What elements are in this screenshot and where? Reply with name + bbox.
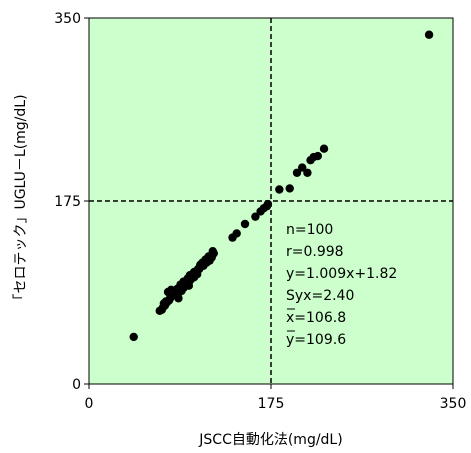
stat-r: r=0.998: [286, 244, 344, 260]
y-tick-label: 0: [72, 377, 81, 393]
data-point: [251, 212, 260, 221]
stat-ybar: y=109.6: [286, 332, 346, 348]
x-tick-label: 350: [440, 396, 467, 412]
data-point: [208, 246, 217, 256]
y-axis-ticks: 0 175 350: [54, 11, 89, 393]
x-tick-label: 175: [258, 396, 285, 412]
data-point: [262, 202, 272, 211]
data-point: [174, 294, 183, 303]
plot-area: [88, 17, 454, 385]
y-tick-label: 175: [54, 194, 81, 210]
data-point: [205, 256, 214, 265]
stat-n: n=100: [286, 222, 333, 238]
data-point: [303, 168, 312, 177]
data-point: [292, 168, 302, 177]
x-axis-label: JSCC自動化法(mg/dL): [198, 432, 342, 448]
stat-regression: y=1.009x+1.82: [286, 266, 397, 282]
stats-box: n=100 r=0.998 y=1.009x+1.82 Syx=2.40 x=1…: [286, 222, 397, 348]
data-point: [298, 163, 307, 172]
stat-syx: Syx=2.40: [286, 288, 354, 304]
data-point: [232, 229, 241, 238]
y-tick-label: 350: [54, 11, 81, 27]
data-point: [306, 156, 315, 165]
stat-xbar: x=106.8: [286, 310, 346, 326]
data-point: [424, 30, 434, 39]
data-point: [319, 144, 329, 153]
data-point: [275, 185, 284, 194]
data-points: [129, 30, 434, 342]
data-point: [184, 281, 194, 290]
y-axis-label: 「セロテック」UGLU－L(mg/dL): [13, 94, 29, 307]
data-point: [129, 332, 138, 342]
data-point: [190, 271, 200, 280]
data-point: [240, 219, 250, 229]
data-point: [313, 151, 322, 161]
data-point: [285, 184, 294, 193]
x-axis-ticks: 0 175 350: [85, 384, 467, 412]
x-tick-label: 0: [85, 396, 94, 412]
